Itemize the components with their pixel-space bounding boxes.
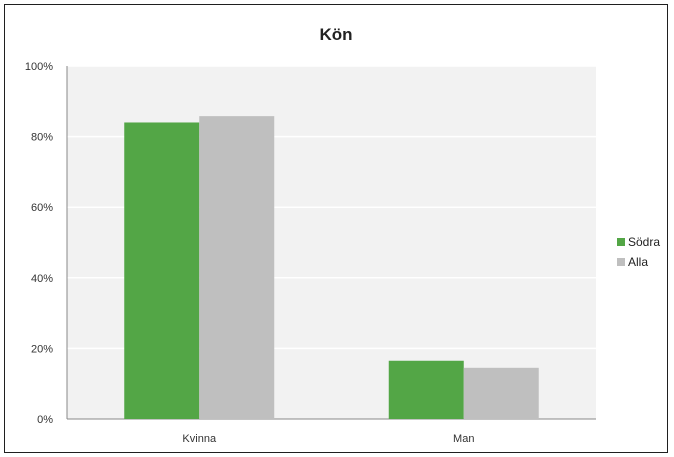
legend-item-alla: Alla [617,252,660,272]
y-tick-label: 100% [25,61,53,73]
x-tick-label: Kvinna [182,433,217,445]
bar-alla-kvinna [199,116,275,419]
bar-alla-man [463,367,539,419]
legend-item-sodra: Södra [617,232,660,252]
y-tick-label: 40% [31,273,53,285]
bar-s-dra-man [388,360,464,419]
y-tick-label: 60% [31,202,53,214]
bar-s-dra-kvinna [124,122,200,419]
legend-swatch-sodra [617,238,625,246]
legend-label-sodra: Södra [628,235,661,249]
y-tick-label: 20% [31,343,53,355]
y-tick-label: 0% [37,414,53,426]
chart-title: Kön [319,25,353,44]
x-tick-label: Man [453,433,474,445]
chart-legend: Södra Alla [617,232,660,272]
legend-swatch-alla [617,258,625,266]
y-tick-label: 80% [31,132,53,144]
legend-label-alla: Alla [628,255,649,269]
